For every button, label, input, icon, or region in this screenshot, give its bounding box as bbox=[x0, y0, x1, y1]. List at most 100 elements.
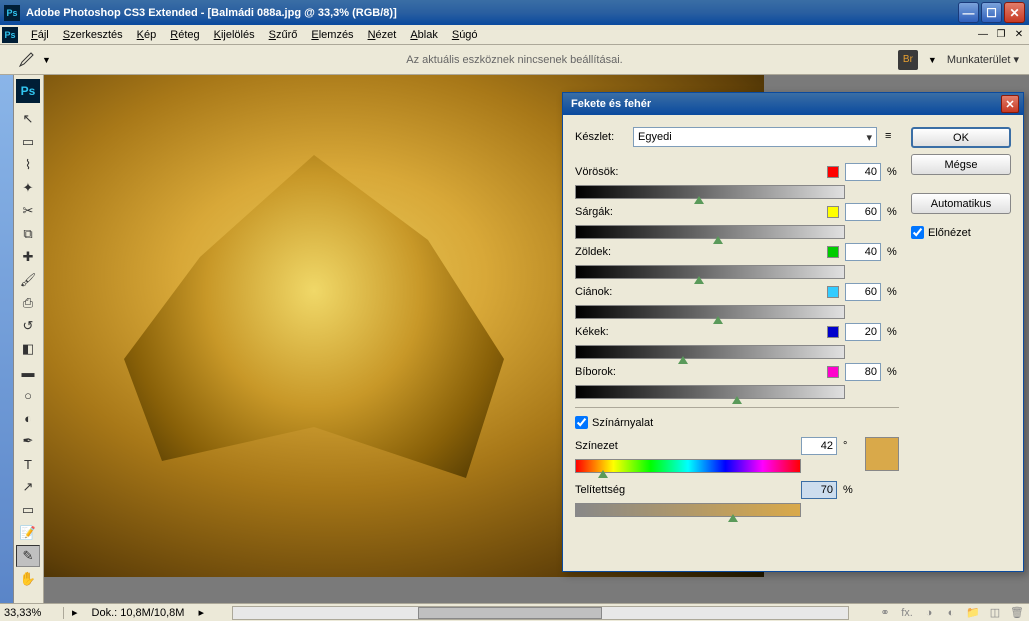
ps-logo-icon: Ps bbox=[16, 79, 40, 103]
menu-item-6[interactable]: Elemzés bbox=[304, 27, 360, 43]
workspace-switcher[interactable]: Munkaterület ▾ bbox=[947, 53, 1019, 66]
sat-slider-thumb[interactable] bbox=[728, 514, 738, 524]
lasso-tool-icon[interactable]: ⌇ bbox=[16, 154, 40, 176]
adjustment-icon[interactable]: ◐ bbox=[943, 605, 959, 621]
trash-icon[interactable]: 🗑 bbox=[1009, 605, 1025, 621]
wand-tool-icon[interactable]: ✦ bbox=[16, 177, 40, 199]
auto-button[interactable]: Automatikus bbox=[911, 193, 1011, 214]
dropdown-arrow-icon[interactable]: ▼ bbox=[928, 55, 937, 65]
menu-item-3[interactable]: Réteg bbox=[163, 27, 206, 43]
folder-icon[interactable]: 📁 bbox=[965, 605, 981, 621]
hue-slider-thumb[interactable] bbox=[598, 470, 608, 480]
eyedropper-tool-icon[interactable] bbox=[16, 50, 36, 70]
app-icon-menu: Ps bbox=[2, 27, 18, 43]
toolbox-collapse-tab[interactable] bbox=[0, 75, 14, 603]
color-slider[interactable] bbox=[575, 345, 845, 359]
brush-tool-icon[interactable]: 🖌 bbox=[16, 269, 40, 291]
status-zoom[interactable]: 33,33% bbox=[4, 607, 64, 619]
tint-checkbox[interactable] bbox=[575, 416, 588, 429]
tint-swatch[interactable] bbox=[865, 437, 899, 471]
sat-label: Telítettség bbox=[575, 484, 635, 496]
path-tool-icon[interactable]: ↗ bbox=[16, 476, 40, 498]
shape-tool-icon[interactable]: ▭ bbox=[16, 499, 40, 521]
notes-tool-icon[interactable]: 📝 bbox=[16, 522, 40, 544]
slider-thumb[interactable] bbox=[713, 316, 723, 326]
doc-close-button[interactable]: ✕ bbox=[1011, 28, 1027, 42]
close-button[interactable]: ✕ bbox=[1004, 2, 1025, 23]
slider-thumb[interactable] bbox=[678, 356, 688, 366]
color-slider[interactable] bbox=[575, 185, 845, 199]
status-arrow-icon[interactable]: ▸ bbox=[72, 606, 78, 619]
color-value-input[interactable] bbox=[845, 243, 881, 261]
slice-tool-icon[interactable]: ⧉ bbox=[16, 223, 40, 245]
dropdown-arrow-icon[interactable]: ▼ bbox=[42, 55, 51, 65]
black-white-dialog: Fekete és fehér ✕ Készlet: Egyedi ≡ Vörö… bbox=[562, 92, 1024, 572]
healing-tool-icon[interactable]: ✚ bbox=[16, 246, 40, 268]
slider-thumb[interactable] bbox=[694, 196, 704, 206]
type-tool-icon[interactable]: T bbox=[16, 453, 40, 475]
preset-label: Készlet: bbox=[575, 131, 625, 143]
window-title: Adobe Photoshop CS3 Extended - [Balmádi … bbox=[26, 7, 958, 19]
dialog-titlebar[interactable]: Fekete és fehér ✕ bbox=[563, 93, 1023, 115]
scrollbar-thumb[interactable] bbox=[418, 607, 603, 619]
slider-thumb[interactable] bbox=[694, 276, 704, 286]
history-brush-tool-icon[interactable]: ↺ bbox=[16, 315, 40, 337]
menu-item-0[interactable]: Fájl bbox=[24, 27, 56, 43]
color-value-input[interactable] bbox=[845, 363, 881, 381]
minimize-button[interactable]: — bbox=[958, 2, 979, 23]
menu-item-7[interactable]: Nézet bbox=[361, 27, 404, 43]
options-message: Az aktuális eszköznek nincsenek beállítá… bbox=[406, 54, 622, 66]
move-tool-icon[interactable]: ↖ bbox=[16, 108, 40, 130]
sat-input[interactable] bbox=[801, 481, 837, 499]
color-value-input[interactable] bbox=[845, 283, 881, 301]
slider-thumb[interactable] bbox=[732, 396, 742, 406]
ok-button[interactable]: OK bbox=[911, 127, 1011, 148]
preset-flyout-icon[interactable]: ≡ bbox=[885, 130, 899, 144]
mask-icon[interactable]: ◑ bbox=[921, 605, 937, 621]
menu-item-8[interactable]: Ablak bbox=[403, 27, 445, 43]
color-value-input[interactable] bbox=[845, 163, 881, 181]
menu-item-9[interactable]: Súgó bbox=[445, 27, 485, 43]
pen-tool-icon[interactable]: ✒ bbox=[16, 430, 40, 452]
menu-item-5[interactable]: Szűrő bbox=[262, 27, 305, 43]
sat-slider[interactable] bbox=[575, 503, 801, 517]
bridge-icon[interactable]: Br bbox=[898, 50, 918, 70]
preset-select[interactable]: Egyedi bbox=[633, 127, 877, 147]
color-slider[interactable] bbox=[575, 265, 845, 279]
eyedropper-tool-icon[interactable]: ✎ bbox=[16, 545, 40, 567]
dodge-tool-icon[interactable]: ◐ bbox=[16, 407, 40, 429]
link-icon[interactable]: ⚭ bbox=[877, 605, 893, 621]
color-value-input[interactable] bbox=[845, 203, 881, 221]
fx-icon[interactable]: fx. bbox=[899, 605, 915, 621]
color-slider[interactable] bbox=[575, 385, 845, 399]
preview-label: Előnézet bbox=[928, 227, 971, 239]
doc-minimize-button[interactable]: — bbox=[975, 28, 991, 42]
color-label: Vörösök: bbox=[575, 166, 821, 178]
percent-label: % bbox=[887, 286, 899, 298]
new-layer-icon[interactable]: ◫ bbox=[987, 605, 1003, 621]
doc-restore-button[interactable]: ❐ bbox=[993, 28, 1009, 42]
horizontal-scrollbar[interactable] bbox=[232, 606, 849, 620]
preview-checkbox[interactable] bbox=[911, 226, 924, 239]
hue-slider[interactable] bbox=[575, 459, 801, 473]
slider-thumb[interactable] bbox=[713, 236, 723, 246]
menu-item-1[interactable]: Szerkesztés bbox=[56, 27, 130, 43]
color-slider[interactable] bbox=[575, 305, 845, 319]
blur-tool-icon[interactable]: ○ bbox=[16, 384, 40, 406]
stamp-tool-icon[interactable]: ⎙ bbox=[16, 292, 40, 314]
color-row-0: Vörösök:% bbox=[575, 163, 899, 199]
hand-tool-icon[interactable]: ✋ bbox=[16, 568, 40, 590]
crop-tool-icon[interactable]: ✂ bbox=[16, 200, 40, 222]
maximize-button[interactable]: ☐ bbox=[981, 2, 1002, 23]
status-arrow-icon[interactable]: ▸ bbox=[198, 606, 204, 619]
marquee-tool-icon[interactable]: ▭ bbox=[16, 131, 40, 153]
color-value-input[interactable] bbox=[845, 323, 881, 341]
eraser-tool-icon[interactable]: ◧ bbox=[16, 338, 40, 360]
dialog-close-button[interactable]: ✕ bbox=[1001, 95, 1019, 113]
hue-input[interactable] bbox=[801, 437, 837, 455]
menu-item-2[interactable]: Kép bbox=[130, 27, 164, 43]
color-slider[interactable] bbox=[575, 225, 845, 239]
cancel-button[interactable]: Mégse bbox=[911, 154, 1011, 175]
menu-item-4[interactable]: Kijelölés bbox=[207, 27, 262, 43]
gradient-tool-icon[interactable]: ▬ bbox=[16, 361, 40, 383]
